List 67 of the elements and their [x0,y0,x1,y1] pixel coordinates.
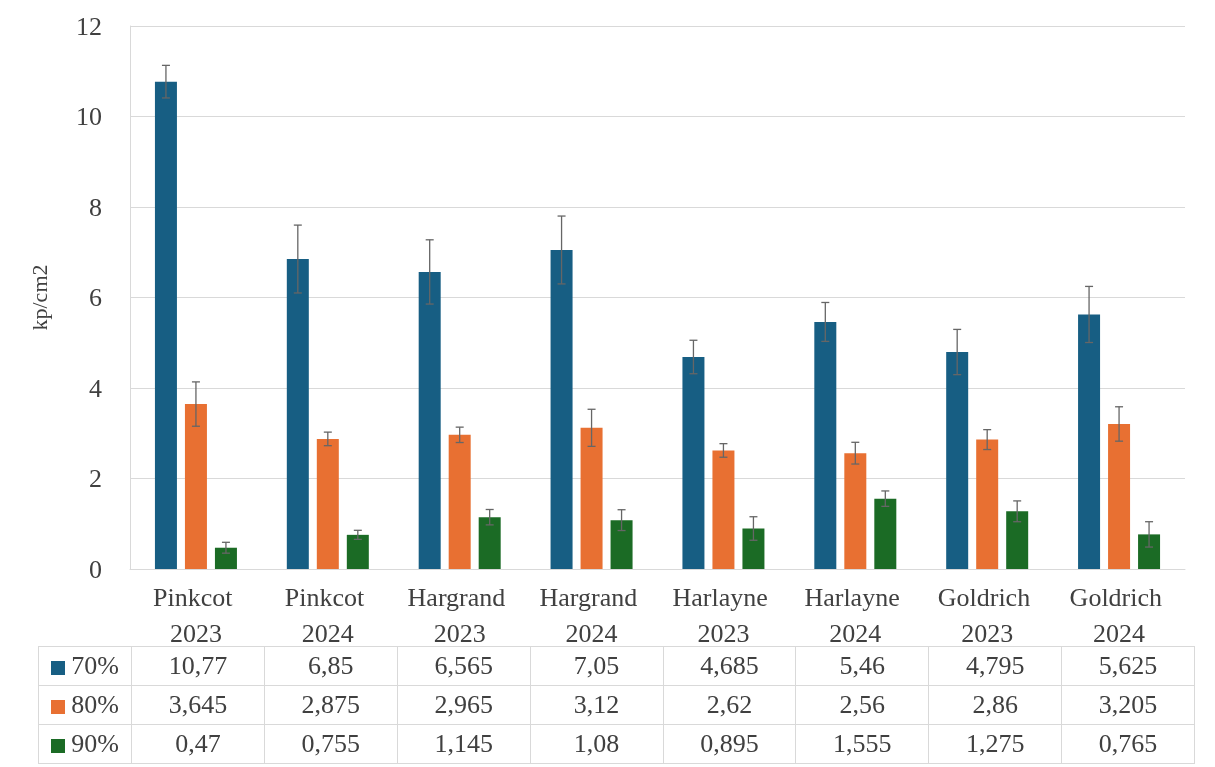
bar [682,357,705,569]
bar [478,517,501,569]
bar [1108,423,1131,569]
bar [550,249,573,569]
y-tick-label: 6 [89,283,102,312]
bar [448,434,471,569]
bar [946,352,969,569]
data-label: 4,685 [663,646,796,686]
data-label: 2,875 [264,685,398,725]
bar [184,404,207,569]
data-label: 5,625 [1061,646,1195,686]
data-label: 1,275 [928,724,1062,764]
x-tick-label: Hargrand 2023 [407,582,512,648]
data-label: 0,755 [264,724,398,764]
bar [610,520,633,569]
bar [346,534,369,569]
bar [712,450,735,569]
data-label: 0,47 [131,724,265,764]
bar [976,439,999,569]
data-label: 2,56 [795,685,929,725]
data-label: 3,205 [1061,685,1195,725]
data-label: 10,77 [131,646,265,686]
bar [286,259,309,569]
data-label: 1,145 [397,724,531,764]
y-tick-label: 4 [89,373,102,403]
y-tick-label: 8 [89,192,102,222]
x-tick-label: Goldrich 2023 [937,582,1037,648]
bar [580,427,603,569]
x-tick-label: Goldrich 2024 [1069,582,1169,648]
bar [154,81,177,569]
data-label: 3,645 [131,685,265,725]
data-label: 0,895 [663,724,796,764]
data-label: 5,46 [795,646,929,686]
legend-label: 90% [38,724,132,764]
y-tick-label: 0 [89,554,102,584]
legend-label: 70% [38,646,132,686]
data-label: 7,05 [530,646,663,686]
bar [1078,314,1101,569]
bar [844,453,867,569]
x-tick-label: Pinkcot 2023 [152,582,239,648]
x-tick-label: Pinkcot 2024 [284,582,371,648]
y-tick-label: 10 [76,102,102,131]
data-label: 0,765 [1061,724,1195,764]
data-label: 1,08 [530,724,663,764]
bar [874,498,897,569]
bar [1006,511,1029,569]
y-axis-title: kp/cm2 [26,264,52,331]
legend-label: 80% [38,685,132,725]
y-tick-label: 2 [89,464,102,493]
data-label: 2,62 [663,685,796,725]
bar [214,547,237,569]
bar [814,321,837,569]
data-label: 4,795 [928,646,1062,686]
data-label: 6,565 [397,646,531,686]
bar [1138,534,1161,569]
y-tick-label: 12 [76,11,102,41]
data-label: 3,12 [530,685,663,725]
data-label: 2,86 [928,685,1062,725]
x-tick-label: Harlayne 2023 [672,582,775,648]
data-label: 2,965 [397,685,531,725]
bar [316,438,339,569]
bar [742,528,765,569]
bar [418,271,441,569]
x-tick-label: Hargrand 2024 [539,582,644,648]
data-label: 1,555 [795,724,929,764]
x-tick-label: Harlayne 2024 [804,582,907,648]
data-label: 6,85 [264,646,398,686]
